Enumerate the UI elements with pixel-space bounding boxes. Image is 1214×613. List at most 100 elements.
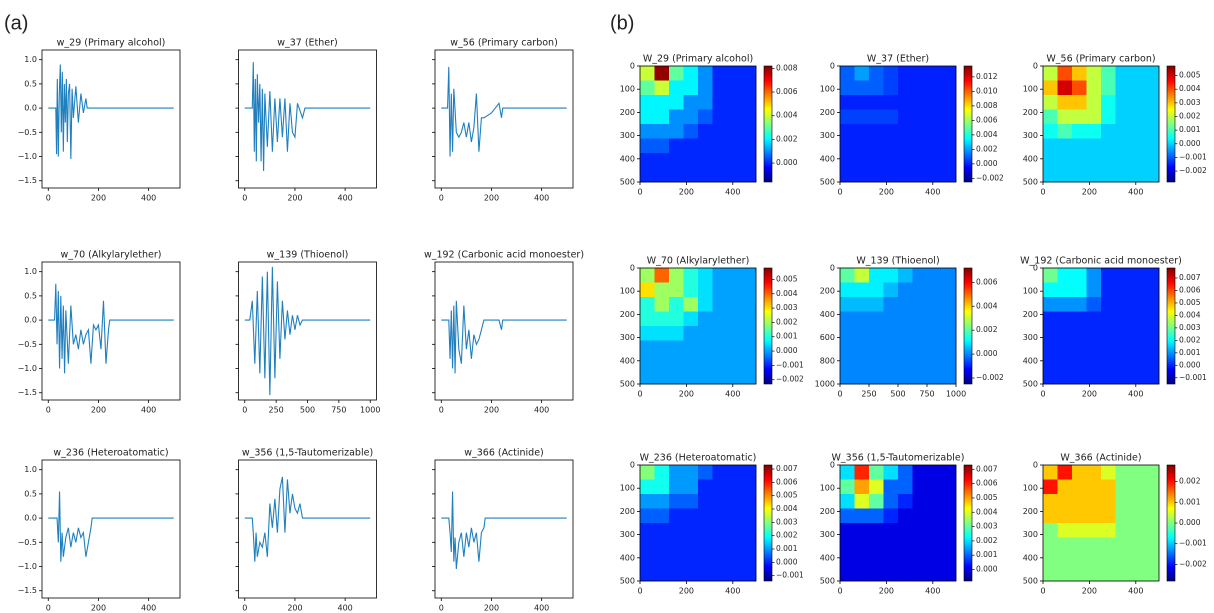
heat-cell bbox=[840, 508, 855, 524]
heat-cell bbox=[927, 523, 942, 538]
heat-cell bbox=[912, 508, 928, 524]
y-tick-label: 500 bbox=[820, 577, 835, 586]
x-tick-label: 0 bbox=[242, 604, 247, 613]
heat-cell bbox=[869, 465, 884, 480]
heat-cell bbox=[840, 465, 855, 480]
heat-cell bbox=[669, 297, 684, 312]
heat-cell bbox=[1101, 552, 1116, 567]
heat-cell bbox=[840, 282, 855, 298]
heat-cell bbox=[683, 153, 699, 168]
heat-cell bbox=[1115, 537, 1131, 553]
x-tick-label: 400 bbox=[534, 604, 549, 613]
colorbar-tick-label: 0.006 bbox=[776, 87, 798, 96]
heat-cell bbox=[941, 537, 957, 553]
heat-cell bbox=[1086, 326, 1102, 341]
y-tick-label: 200 bbox=[1023, 108, 1038, 117]
heat-cell bbox=[840, 566, 855, 582]
x-tick-label: 500 bbox=[300, 406, 315, 415]
colorbar-tick-label: 0.001 bbox=[1179, 125, 1201, 134]
heat-cell bbox=[683, 297, 699, 312]
axes-frame bbox=[238, 49, 377, 189]
heat-cell bbox=[869, 66, 884, 81]
heat-cell bbox=[654, 138, 670, 154]
heat-cell bbox=[1043, 465, 1058, 480]
heat-cell bbox=[669, 282, 684, 298]
heat-cell bbox=[941, 369, 957, 385]
y-tick-label: 500 bbox=[1023, 577, 1038, 586]
heat-cell bbox=[854, 109, 870, 125]
x-tick-label: 200 bbox=[484, 406, 499, 415]
y-tick-label: 200 bbox=[620, 310, 635, 319]
colorbar bbox=[1166, 65, 1176, 183]
heat-cell bbox=[840, 297, 855, 312]
y-tick-label: 100 bbox=[1023, 484, 1038, 493]
heat-cell bbox=[1057, 282, 1073, 298]
heat-cell bbox=[654, 479, 670, 495]
heat-cell bbox=[912, 494, 928, 509]
heat-cell bbox=[927, 340, 942, 356]
heat-cell bbox=[698, 479, 713, 495]
heat-cell bbox=[854, 80, 870, 96]
heat-cell bbox=[1086, 153, 1102, 168]
heat-cell bbox=[712, 124, 728, 139]
colorbar-tick-label: 0.004 bbox=[776, 504, 798, 513]
y-tick-label: 400 bbox=[620, 154, 635, 163]
heat-cell bbox=[883, 138, 899, 154]
heat-cell bbox=[727, 552, 742, 567]
heat-cell bbox=[941, 508, 957, 524]
heat-cell bbox=[712, 311, 728, 327]
heat-cell bbox=[912, 537, 928, 553]
heat-cell bbox=[712, 340, 728, 356]
y-tick-label: 300 bbox=[620, 131, 635, 140]
x-tick-label: 0 bbox=[242, 406, 247, 415]
heat-cell bbox=[1101, 369, 1116, 385]
colorbar bbox=[763, 267, 773, 385]
heat-cell bbox=[1043, 153, 1058, 168]
heat-cell bbox=[927, 167, 942, 183]
y-tick-label: 400 bbox=[1023, 553, 1038, 562]
y-tick-label: 400 bbox=[820, 310, 835, 319]
x-tick-label: 0 bbox=[837, 587, 842, 596]
heat-cell bbox=[1057, 326, 1073, 341]
heat-cell bbox=[1115, 369, 1131, 385]
heat-cell bbox=[1130, 326, 1145, 341]
colorbar-tick-label: 0.004 bbox=[1179, 310, 1201, 319]
heat-cell bbox=[927, 268, 942, 283]
heat-cell bbox=[1101, 167, 1116, 183]
heat-cell bbox=[854, 355, 870, 370]
colorbar-tick-label: 0.006 bbox=[1179, 285, 1201, 294]
heat-cell bbox=[727, 566, 742, 582]
heat-cell bbox=[941, 311, 957, 327]
heat-cell bbox=[1115, 326, 1131, 341]
heat-cell bbox=[840, 355, 855, 370]
heat-cell bbox=[1115, 355, 1131, 370]
heat-cell bbox=[1043, 552, 1058, 567]
y-tick-label: 0.0 bbox=[24, 316, 37, 325]
heat-cell bbox=[1086, 282, 1102, 298]
heat-cell bbox=[727, 369, 742, 385]
heat-cell bbox=[840, 153, 855, 168]
heat-cell bbox=[1101, 297, 1116, 312]
colorbar-tick-label: 0.003 bbox=[776, 517, 798, 526]
heat-cell bbox=[883, 109, 899, 125]
heat-cell bbox=[1072, 95, 1087, 110]
colorbar-tick-label: 0.001 bbox=[976, 550, 998, 559]
heat-cell bbox=[683, 311, 699, 327]
heat-cell bbox=[727, 124, 742, 139]
heat-cell bbox=[869, 167, 884, 183]
heat-cell bbox=[727, 297, 742, 312]
heat-cell bbox=[1043, 268, 1058, 283]
x-tick-label: 200 bbox=[1082, 587, 1097, 596]
heat-cell bbox=[654, 95, 670, 110]
heat-cell bbox=[1101, 109, 1116, 125]
x-tick-label: 200 bbox=[1082, 188, 1097, 197]
series-line bbox=[48, 64, 174, 159]
heat-cell bbox=[898, 80, 913, 96]
x-tick-label: 400 bbox=[141, 406, 156, 415]
heat-cell bbox=[654, 523, 670, 538]
heat-cell bbox=[698, 109, 713, 125]
heat-cell bbox=[1086, 80, 1102, 96]
heat-cell bbox=[654, 124, 670, 139]
y-tick-label: 0 bbox=[630, 264, 635, 273]
heat-cell bbox=[1130, 311, 1145, 327]
